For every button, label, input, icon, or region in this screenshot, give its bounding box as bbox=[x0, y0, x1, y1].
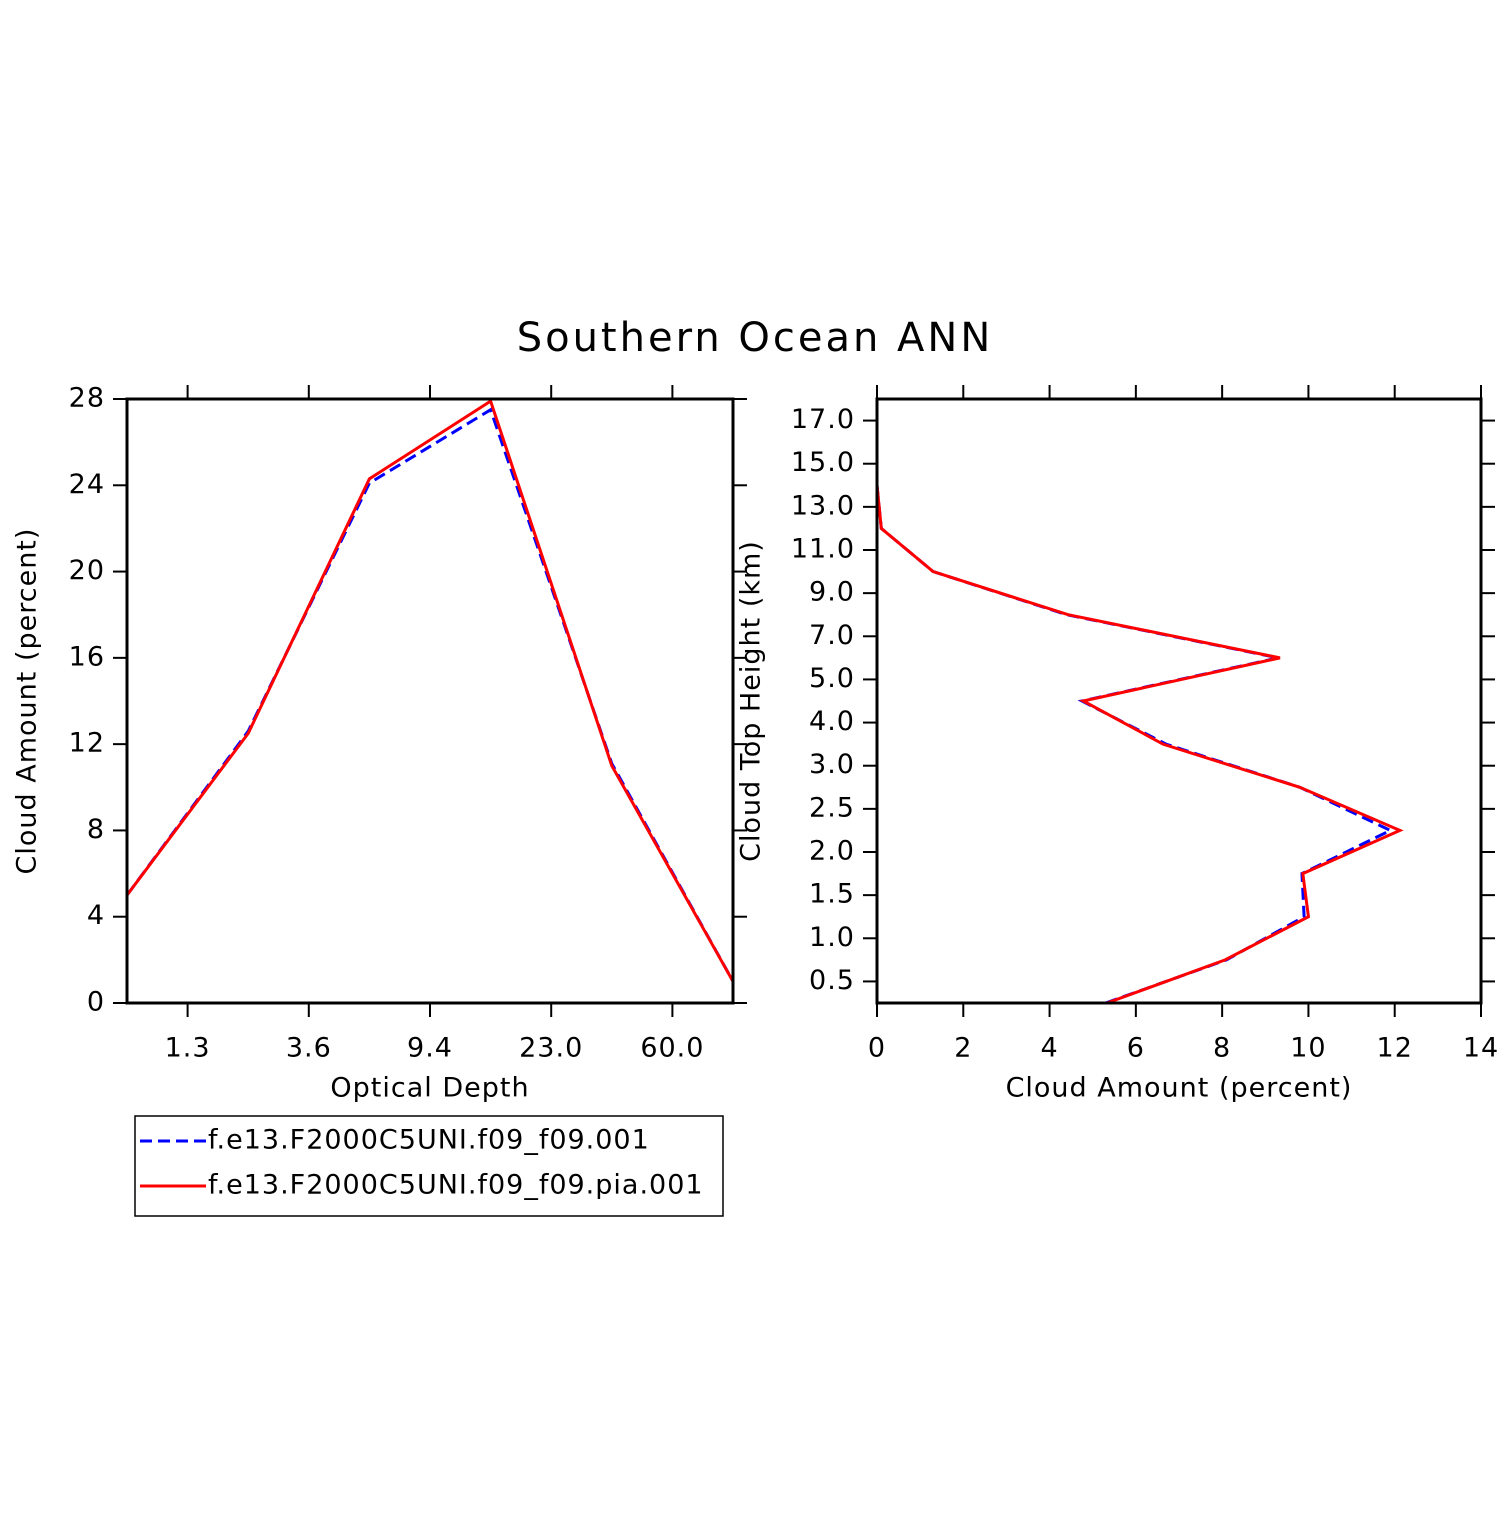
y-tick-label: 20 bbox=[69, 555, 105, 586]
x-tick-label: 23.0 bbox=[519, 1033, 583, 1064]
y-tick-label: 0.5 bbox=[809, 965, 855, 996]
plot-frame bbox=[875, 397, 1483, 1005]
x-tick-label: 0 bbox=[868, 1033, 886, 1064]
y-tick-label: 5.0 bbox=[809, 663, 855, 694]
y-tick-label: 7.0 bbox=[809, 620, 855, 651]
plot-frame bbox=[125, 397, 735, 1005]
series-line bbox=[125, 398, 735, 983]
y-tick-label: 11.0 bbox=[791, 534, 855, 565]
y-tick-label: 9.0 bbox=[809, 577, 855, 608]
legend-label: f.e13.F2000C5UNI.f09_f09.001 bbox=[208, 1125, 650, 1156]
y-tick-label: 1.5 bbox=[809, 879, 855, 910]
x-tick-label: 10 bbox=[1290, 1033, 1326, 1064]
legend-label: f.e13.F2000C5UNI.f09_f09.pia.001 bbox=[208, 1170, 704, 1201]
x-axis-label: Cloud Amount (percent) bbox=[1006, 1073, 1353, 1104]
y-tick-label: 1.0 bbox=[809, 922, 855, 953]
y-tick-label: 24 bbox=[69, 469, 105, 500]
y-tick-label: 17.0 bbox=[791, 404, 855, 435]
y-tick-label: 0 bbox=[87, 987, 105, 1018]
x-tick-label: 1.3 bbox=[165, 1033, 211, 1064]
x-tick-label: 2 bbox=[954, 1033, 972, 1064]
x-axis-label: Optical Depth bbox=[330, 1073, 529, 1104]
y-axis-label: Cloud Amount (percent) bbox=[12, 528, 43, 875]
y-tick-label: 4.0 bbox=[809, 706, 855, 737]
legend-box bbox=[134, 1115, 724, 1217]
series-line bbox=[875, 442, 1394, 1005]
y-axis-label: Cloud Top Height (km) bbox=[736, 540, 767, 862]
y-tick-label: 2.0 bbox=[809, 836, 855, 867]
y-tick-label: 12 bbox=[69, 728, 105, 759]
y-tick-label: 16 bbox=[69, 641, 105, 672]
y-tick-label: 8 bbox=[87, 814, 105, 845]
y-tick-label: 13.0 bbox=[791, 490, 855, 521]
x-tick-label: 12 bbox=[1377, 1033, 1413, 1064]
series-line bbox=[125, 407, 735, 983]
x-tick-label: 4 bbox=[1040, 1033, 1058, 1064]
x-tick-label: 14 bbox=[1463, 1033, 1499, 1064]
x-tick-label: 60.0 bbox=[640, 1033, 704, 1064]
y-tick-label: 28 bbox=[69, 383, 105, 414]
x-tick-label: 6 bbox=[1127, 1033, 1145, 1064]
y-tick-label: 3.0 bbox=[809, 749, 855, 780]
x-tick-label: 8 bbox=[1213, 1033, 1231, 1064]
figure-title: Southern Ocean ANN bbox=[517, 315, 994, 361]
y-tick-label: 2.5 bbox=[809, 792, 855, 823]
y-tick-label: 4 bbox=[87, 900, 105, 931]
x-tick-label: 9.4 bbox=[407, 1033, 453, 1064]
x-tick-label: 3.6 bbox=[286, 1033, 332, 1064]
series-line bbox=[875, 442, 1404, 1005]
y-tick-label: 15.0 bbox=[791, 447, 855, 478]
